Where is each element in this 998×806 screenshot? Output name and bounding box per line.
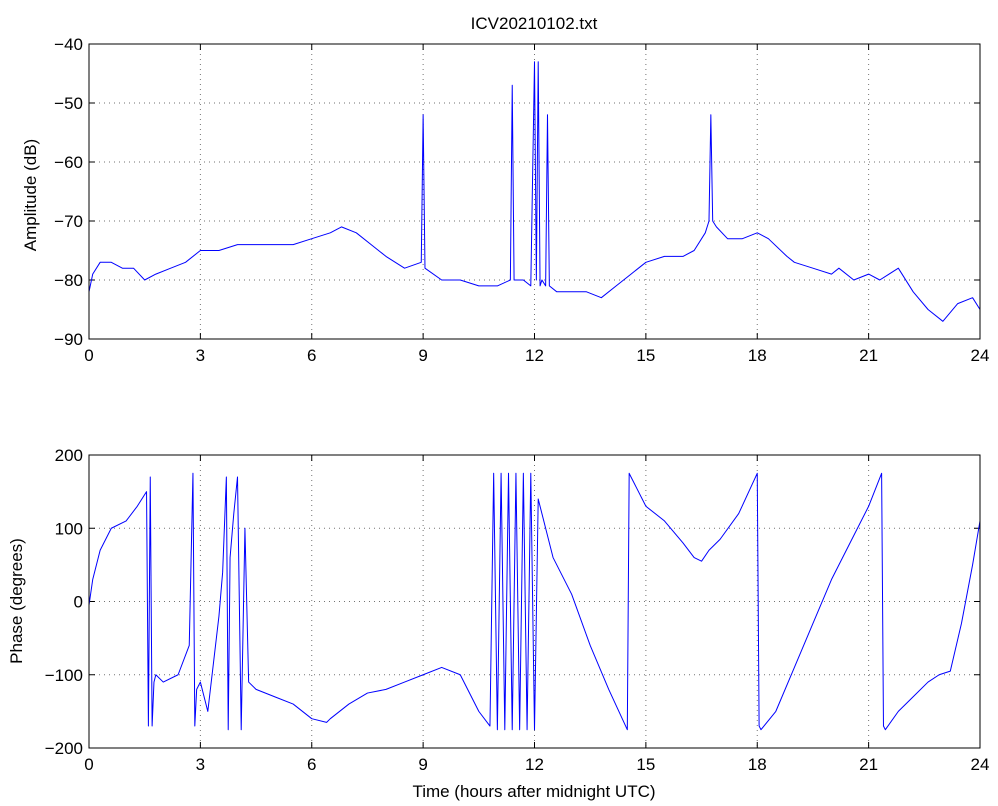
x-tick-label: 0	[84, 346, 93, 365]
y-tick-label: −40	[54, 35, 83, 54]
x-tick-label: 18	[748, 755, 767, 774]
x-tick-label: 12	[525, 755, 544, 774]
x-tick-label: 3	[196, 346, 205, 365]
plot-frame	[88, 454, 981, 749]
phase-plot: 0 3 6 9 12 15 18 21 24 200 100 0 −100 −200	[45, 446, 990, 774]
y-axis-label-amplitude: Amplitude (dB)	[21, 139, 40, 251]
y-tick-label: −70	[54, 212, 83, 231]
x-tick-label: 18	[748, 346, 767, 365]
x-tick-label: 24	[971, 755, 990, 774]
y-tick-label: 0	[74, 593, 83, 612]
amplitude-plot: 0 3 6 9 12 15 18 21 24 −40 −50 −60 −70 −80 −90	[54, 35, 989, 365]
x-tick-label: 12	[525, 346, 544, 365]
x-tick-label: 9	[418, 346, 427, 365]
x-tick-label: 21	[859, 755, 878, 774]
x-tick-label: 0	[84, 755, 93, 774]
y-tick-label: −100	[45, 666, 83, 685]
plot-frame	[88, 43, 981, 340]
chart-title: ICV20210102.txt	[471, 14, 598, 33]
series-line	[88, 472, 981, 731]
y-tick-label: −60	[54, 153, 83, 172]
series-line	[88, 61, 981, 322]
y-tick-label: −200	[45, 739, 83, 758]
x-tick-label: 6	[307, 346, 316, 365]
y-tick-label: −50	[54, 94, 83, 113]
x-axis-label: Time (hours after midnight UTC)	[412, 782, 655, 801]
x-tick-label: 21	[859, 346, 878, 365]
x-tick-label: 15	[636, 755, 655, 774]
y-tick-label: 200	[55, 446, 83, 465]
x-tick-label: 15	[636, 346, 655, 365]
x-tick-label: 3	[196, 755, 205, 774]
x-tick-label: 9	[418, 755, 427, 774]
y-tick-label: 100	[55, 519, 83, 538]
y-tick-label: −80	[54, 271, 83, 290]
x-tick-label: 24	[971, 346, 990, 365]
y-tick-label: −90	[54, 330, 83, 349]
x-tick-label: 6	[307, 755, 316, 774]
y-axis-label-phase: Phase (degrees)	[7, 538, 26, 664]
